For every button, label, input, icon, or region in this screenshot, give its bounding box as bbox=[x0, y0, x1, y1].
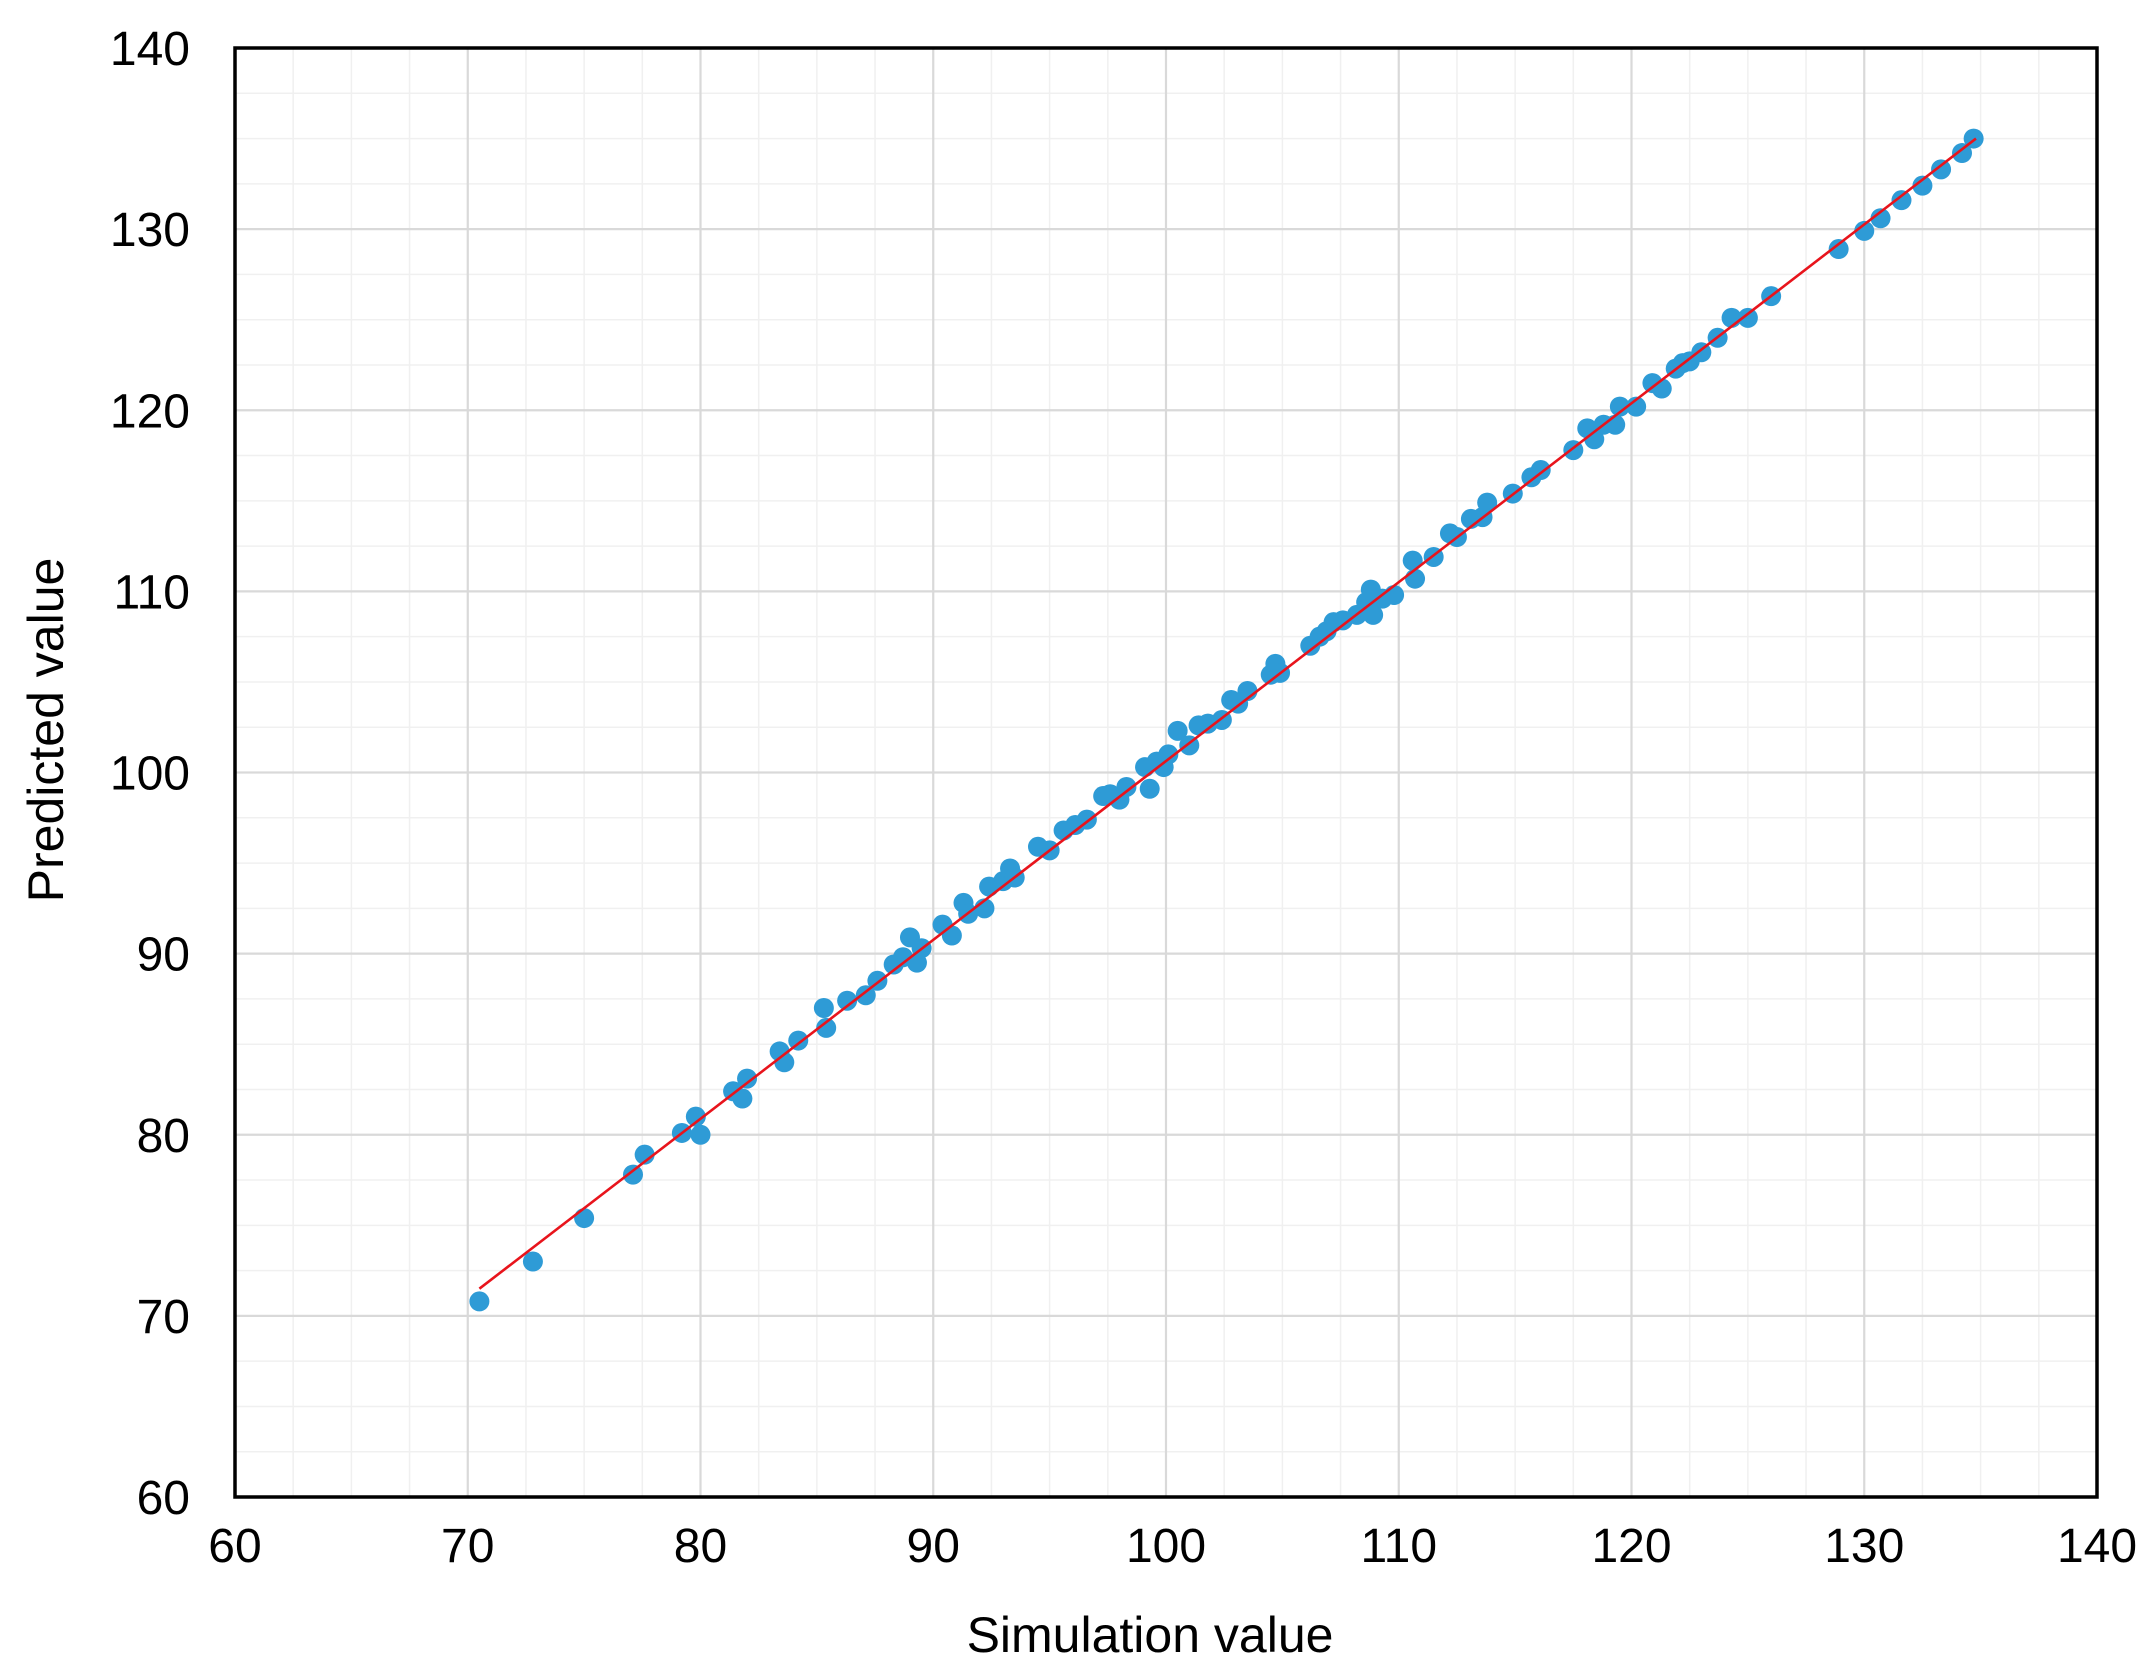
y-tick-label: 70 bbox=[137, 1291, 190, 1344]
y-tick-label: 140 bbox=[110, 23, 190, 76]
data-point bbox=[1870, 208, 1891, 229]
y-axis-tick-labels: 60 70 80 90 100 110 120 130 140 bbox=[110, 23, 190, 1525]
x-tick-label: 140 bbox=[2057, 1520, 2137, 1573]
data-point bbox=[1139, 778, 1160, 799]
data-point bbox=[574, 1208, 595, 1229]
y-tick-label: 130 bbox=[110, 204, 190, 257]
data-point bbox=[1158, 744, 1179, 765]
data-point bbox=[737, 1068, 758, 1089]
x-tick-label: 60 bbox=[208, 1520, 261, 1573]
data-point bbox=[1384, 584, 1405, 605]
data-point bbox=[837, 990, 858, 1011]
y-tick-label: 60 bbox=[137, 1472, 190, 1525]
data-point bbox=[1626, 396, 1647, 417]
data-point bbox=[469, 1291, 490, 1312]
data-point bbox=[1952, 143, 1973, 164]
y-tick-label: 120 bbox=[110, 385, 190, 438]
data-point bbox=[1402, 550, 1423, 571]
data-point bbox=[634, 1144, 655, 1165]
x-axis-title: Simulation value bbox=[967, 1607, 1334, 1663]
data-point bbox=[1167, 720, 1188, 741]
x-tick-label: 90 bbox=[907, 1520, 960, 1573]
x-tick-label: 80 bbox=[674, 1520, 727, 1573]
y-tick-label: 100 bbox=[110, 748, 190, 801]
x-tick-label: 130 bbox=[1824, 1520, 1904, 1573]
fit-line bbox=[478, 137, 1977, 1290]
y-axis-title: Predicted value bbox=[18, 558, 74, 903]
data-point bbox=[1405, 568, 1426, 589]
data-point bbox=[1530, 460, 1551, 481]
x-axis-tick-labels: 60 70 80 90 100 110 120 130 140 bbox=[208, 1520, 2137, 1573]
x-tick-label: 120 bbox=[1591, 1520, 1671, 1573]
data-point bbox=[1605, 414, 1626, 435]
data-point bbox=[690, 1124, 711, 1145]
x-tick-label: 70 bbox=[441, 1520, 494, 1573]
plot-area-frame bbox=[233, 46, 2099, 1499]
data-point bbox=[813, 997, 834, 1018]
data-point bbox=[941, 925, 962, 946]
data-point bbox=[1363, 604, 1384, 625]
data-point bbox=[1828, 239, 1849, 260]
data-point bbox=[1609, 396, 1630, 417]
data-point bbox=[522, 1251, 543, 1272]
data-point bbox=[1931, 159, 1952, 180]
data-point bbox=[816, 1017, 837, 1038]
data-point bbox=[1912, 175, 1933, 196]
data-point bbox=[1891, 190, 1912, 211]
data-point bbox=[685, 1106, 706, 1127]
data-point bbox=[1854, 220, 1875, 241]
data-point bbox=[788, 1030, 809, 1051]
major-gridlines bbox=[235, 48, 2097, 1497]
data-point bbox=[1737, 307, 1758, 328]
y-tick-label: 80 bbox=[137, 1110, 190, 1163]
y-tick-label: 110 bbox=[113, 566, 190, 619]
x-tick-label: 100 bbox=[1126, 1520, 1206, 1573]
y-tick-label: 90 bbox=[137, 929, 190, 982]
data-point bbox=[623, 1164, 644, 1185]
data-point bbox=[1116, 776, 1137, 797]
data-point bbox=[732, 1088, 753, 1109]
data-point bbox=[1477, 492, 1498, 513]
data-point bbox=[855, 985, 876, 1006]
x-tick-label: 110 bbox=[1360, 1520, 1437, 1573]
